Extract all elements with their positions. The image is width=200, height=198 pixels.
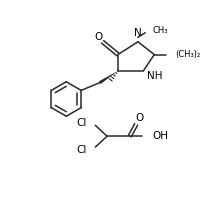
Text: O: O — [135, 113, 143, 123]
Text: Cl: Cl — [76, 145, 87, 155]
Text: O: O — [94, 32, 103, 42]
Text: Cl: Cl — [76, 118, 87, 128]
Text: OH: OH — [152, 131, 168, 141]
Text: NH: NH — [146, 71, 162, 81]
Text: N: N — [133, 28, 141, 38]
Text: CH₃: CH₃ — [152, 26, 167, 34]
Polygon shape — [98, 71, 117, 84]
Text: (CH₃)₂: (CH₃)₂ — [174, 50, 199, 59]
